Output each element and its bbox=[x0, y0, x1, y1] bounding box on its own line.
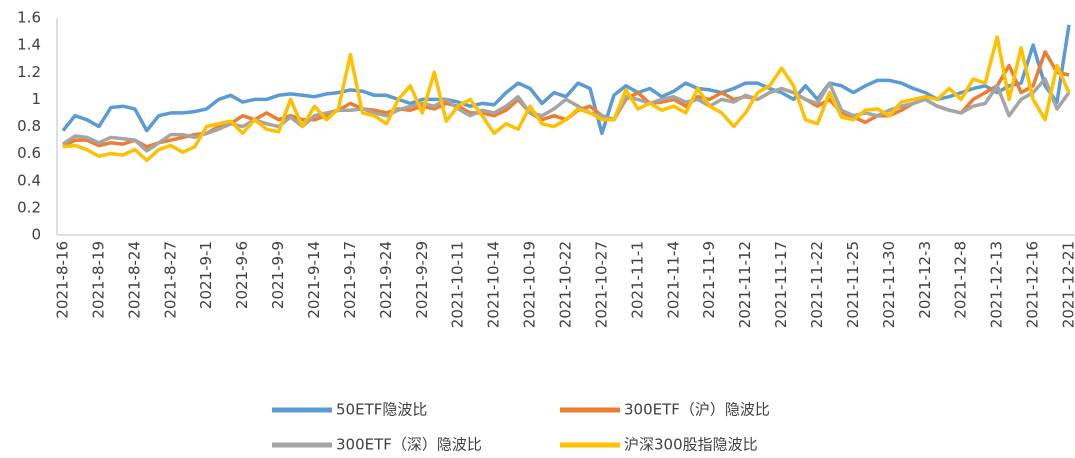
x-tick-label: 2021-9-17 bbox=[341, 241, 359, 319]
x-tick-label: 2021-10-19 bbox=[521, 241, 539, 328]
x-tick-label: 2021-9-29 bbox=[413, 241, 431, 319]
x-tick-label: 2021-11-12 bbox=[736, 241, 754, 328]
x-tick-label: 2021-8-24 bbox=[125, 241, 143, 319]
x-tick-label: 2021-9-14 bbox=[305, 241, 323, 319]
x-tick-label: 2021-9-24 bbox=[377, 241, 395, 319]
series-line bbox=[62, 35, 1071, 163]
x-tick-label: 2021-9-6 bbox=[233, 241, 251, 309]
x-tick-label: 2021-8-27 bbox=[161, 241, 179, 319]
x-tick-label: 2021-11-1 bbox=[628, 241, 646, 319]
x-tick-label: 2021-11-30 bbox=[880, 241, 898, 328]
x-tick-label: 2021-11-9 bbox=[700, 241, 718, 319]
y-tick-label: 0.4 bbox=[17, 171, 41, 189]
x-tick-label: 2021-8-19 bbox=[89, 241, 107, 319]
x-tick-label: 2021-11-4 bbox=[664, 241, 682, 319]
legend-label: 50ETF隐波比 bbox=[336, 401, 427, 419]
x-tick-label: 2021-9-1 bbox=[197, 241, 215, 309]
y-tick-label: 1.6 bbox=[17, 9, 41, 27]
legend-label: 300ETF（沪）隐波比 bbox=[624, 401, 770, 419]
y-tick-label: 0.2 bbox=[17, 198, 41, 216]
y-tick-label: 1.4 bbox=[17, 36, 41, 54]
x-tick-label: 2021-9-9 bbox=[269, 241, 287, 309]
x-tick-label: 2021-12-16 bbox=[1024, 241, 1042, 328]
y-tick-label: 0.6 bbox=[17, 144, 41, 162]
series-line bbox=[61, 24, 1071, 136]
x-tick-label: 2021-10-14 bbox=[485, 241, 503, 328]
x-tick-label: 2021-8-16 bbox=[53, 241, 71, 319]
x-tick-label: 2021-12-8 bbox=[952, 241, 970, 319]
x-tick-label: 2021-11-25 bbox=[844, 241, 862, 328]
y-tick-label: 1 bbox=[31, 90, 41, 108]
x-tick-label: 2021-10-27 bbox=[592, 241, 610, 328]
x-tick-label: 2021-11-17 bbox=[772, 241, 790, 328]
y-tick-label: 0 bbox=[31, 226, 41, 244]
x-tick-label: 2021-12-3 bbox=[916, 241, 934, 319]
legend-label: 沪深300股指隐波比 bbox=[624, 436, 758, 454]
y-tick-label: 0.8 bbox=[17, 117, 41, 135]
x-tick-label: 2021-10-22 bbox=[557, 241, 575, 328]
x-tick-label: 2021-12-13 bbox=[988, 241, 1006, 328]
series-line bbox=[62, 77, 1071, 153]
y-tick-label: 1.2 bbox=[17, 63, 41, 81]
x-tick-label: 2021-12-21 bbox=[1060, 241, 1075, 328]
x-tick-label: 2021-11-22 bbox=[808, 241, 826, 328]
legend-label: 300ETF（深）隐波比 bbox=[336, 436, 482, 454]
x-tick-label: 2021-10-11 bbox=[449, 241, 467, 328]
